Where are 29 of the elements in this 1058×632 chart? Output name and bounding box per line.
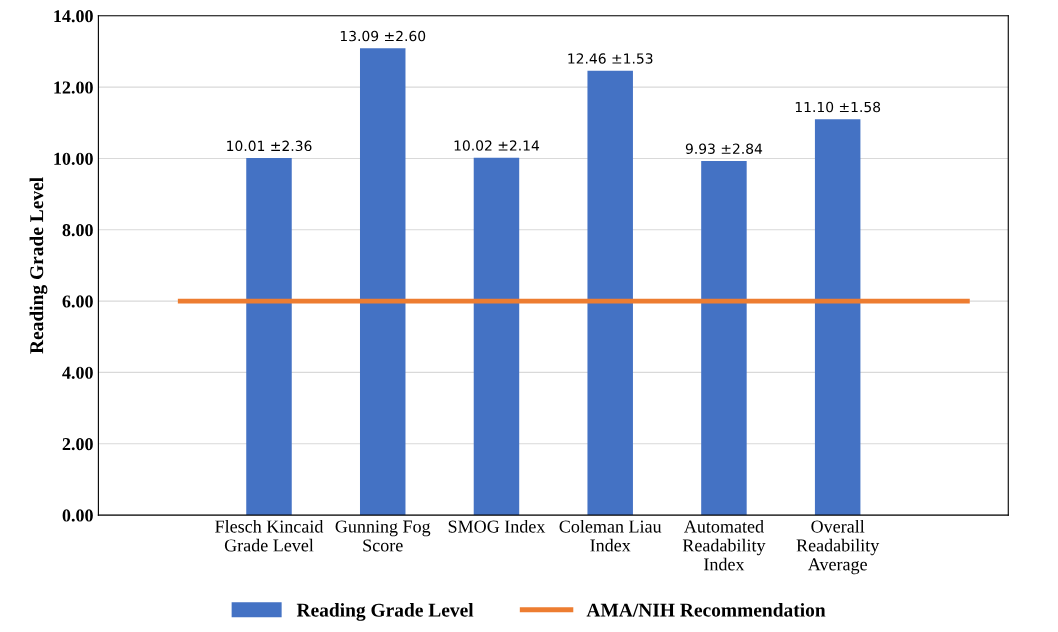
y-tick-label: 8.00 bbox=[62, 224, 93, 237]
legend-label: AMA/NIH Recommendation bbox=[586, 603, 826, 617]
bar bbox=[359, 48, 406, 516]
y-tick-label: 2.00 bbox=[62, 438, 93, 451]
y-tick-label: 0.00 bbox=[62, 509, 93, 522]
x-tick-label: Gunning Fog Score bbox=[335, 520, 431, 552]
data-label: 13.09 ±2.60 bbox=[340, 30, 426, 42]
bar bbox=[246, 158, 292, 516]
bar bbox=[473, 157, 520, 516]
bar bbox=[814, 119, 861, 516]
data-label: 11.10 ±1.58 bbox=[795, 101, 881, 113]
y-axis-title: Reading Grade Level bbox=[29, 177, 48, 354]
bar bbox=[587, 70, 633, 516]
y-tick-label: 12.00 bbox=[54, 81, 93, 94]
y-tick-label: 4.00 bbox=[62, 366, 93, 379]
data-label: 12.46 ±1.53 bbox=[568, 53, 653, 64]
x-tick-label: Coleman Liau Index bbox=[559, 519, 662, 552]
legend-label: Reading Grade Level bbox=[296, 603, 474, 621]
data-label: 9.93 ±2.84 bbox=[685, 143, 763, 154]
x-tick-label: Automated Readability Index bbox=[682, 519, 766, 571]
bar bbox=[701, 160, 747, 516]
x-tick-label: SMOG Index bbox=[448, 519, 546, 533]
data-label: 10.02 ±2.14 bbox=[454, 140, 540, 151]
x-tick-label: Overall Readability Average bbox=[796, 519, 880, 575]
y-tick-label: 10.00 bbox=[54, 152, 93, 165]
data-label: 10.01 ±2.36 bbox=[227, 140, 312, 152]
x-tick-label: Flesch Kincaid Grade Level bbox=[215, 519, 324, 552]
y-tick-label: 6.00 bbox=[62, 295, 93, 308]
y-tick-label: 14.00 bbox=[54, 10, 93, 23]
